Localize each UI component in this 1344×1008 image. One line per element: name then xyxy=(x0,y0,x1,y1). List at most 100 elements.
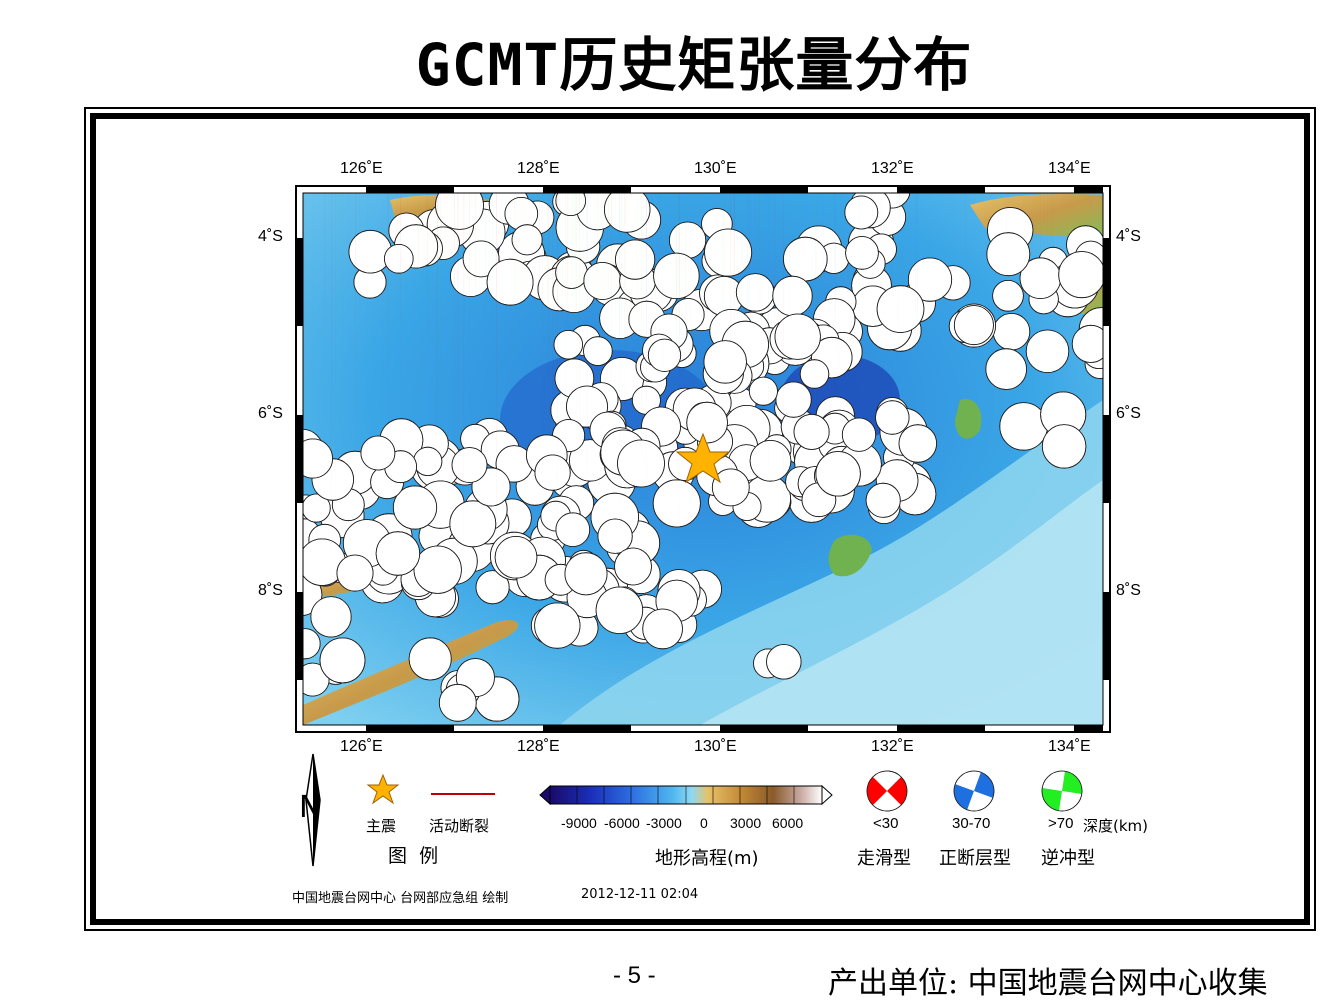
focal-mechanism-beachball xyxy=(774,193,821,360)
legend-title: 图 例 xyxy=(388,845,439,867)
map-tick-band xyxy=(296,186,1110,732)
depth-class-label: <30 xyxy=(873,815,899,832)
producer-text: 产出单位: 中国地震台网中心收集 xyxy=(828,966,1268,1001)
focal-mechanism-beachball xyxy=(953,193,994,346)
focal-mechanism-layer xyxy=(303,193,1103,722)
focal-mechanism-beachball xyxy=(435,193,484,230)
focal-mechanism-beachball xyxy=(793,193,830,450)
focal-mechanism-beachball xyxy=(303,193,321,660)
page-title: GCMT历史矩张量分布 xyxy=(415,31,973,99)
focal-mechanism-beachball xyxy=(865,193,901,518)
legend-star-icon xyxy=(366,773,400,805)
lon-tick-label: 126˚E xyxy=(340,738,383,755)
elevation-tick: 0 xyxy=(700,815,708,831)
elevation-tick: -6000 xyxy=(604,815,640,831)
focal-mechanism-beachball xyxy=(475,193,510,605)
north-arrow-icon xyxy=(305,753,321,867)
focal-mechanism-beachball xyxy=(438,193,477,722)
focal-mechanism-beachball xyxy=(408,193,452,681)
focal-mechanism-beachball xyxy=(841,193,877,452)
elevation-tick: 6000 xyxy=(772,815,804,831)
focal-mechanism-beachball xyxy=(595,193,644,634)
lat-tick-label: 8˚S xyxy=(258,582,283,599)
depth-class-label: 30-70 xyxy=(952,815,991,832)
depth-class-label: >70 xyxy=(1048,815,1074,832)
focal-mechanism-beachball xyxy=(552,193,582,217)
focal-mechanism-beachball xyxy=(534,193,571,491)
legend-normal-icon xyxy=(953,770,995,812)
legend-strike-slip-icon xyxy=(866,770,908,812)
mechanism-label-strike-slip: 走滑型 xyxy=(857,848,911,869)
focal-mechanism-beachball xyxy=(1025,193,1070,373)
focal-mechanism-beachball xyxy=(375,193,421,576)
elevation-tick: 3000 xyxy=(730,815,762,831)
legend-mechanism-icons xyxy=(866,770,1083,812)
focal-mechanism-beachball xyxy=(614,193,652,586)
focal-mechanism-beachball xyxy=(511,193,543,256)
focal-mechanism-beachball xyxy=(772,193,813,317)
focal-mechanism-beachball xyxy=(303,193,333,479)
lat-tick-label: 4˚S xyxy=(1116,228,1141,245)
focal-mechanism-beachball xyxy=(1071,193,1103,363)
focal-mechanism-beachball xyxy=(986,193,1031,277)
focal-mechanism-beachball xyxy=(876,193,925,333)
focal-mechanism-beachball xyxy=(604,193,651,233)
focal-mechanism-beachball xyxy=(494,193,538,579)
elevation-colorbar xyxy=(539,784,833,806)
lat-tick-label: 6˚S xyxy=(258,405,283,422)
lon-tick-label: 132˚E xyxy=(871,160,914,177)
credit-text: 中国地震台网中心 台网部应急组 绘制 xyxy=(292,891,509,906)
focal-mechanism-beachball xyxy=(413,193,462,594)
lon-tick-label: 130˚E xyxy=(694,160,737,177)
lon-tick-label: 134˚E xyxy=(1048,738,1091,755)
land-tanimbar xyxy=(828,534,872,577)
lon-tick-label: 128˚E xyxy=(517,160,560,177)
focal-mechanism-beachball xyxy=(703,193,747,384)
focal-mechanism-beachball xyxy=(336,193,374,592)
focal-mechanism-beachball xyxy=(844,193,879,230)
focal-mechanism-beachball xyxy=(985,193,1027,390)
focal-mechanism-beachball xyxy=(360,193,396,471)
focal-mechanism-beachball xyxy=(383,193,414,274)
focal-mechanism-beachball xyxy=(617,193,665,488)
focal-mechanism-beachball xyxy=(845,193,879,270)
focal-mechanism-beachball xyxy=(704,193,753,277)
focal-mechanism-beachball xyxy=(775,193,812,418)
focal-mechanism-beachball xyxy=(766,193,802,680)
focal-mechanism-beachball xyxy=(303,193,331,523)
focal-mechanism-beachball xyxy=(1041,193,1087,469)
focal-mechanism-beachball xyxy=(653,193,700,300)
focal-mechanism-beachball xyxy=(686,193,728,444)
focal-mechanism-beachball xyxy=(555,193,586,216)
focal-mechanism-beachball xyxy=(449,193,497,548)
focal-mechanism-beachball xyxy=(462,193,500,278)
focal-mechanism-beachball xyxy=(711,193,750,507)
focal-mechanism-beachball xyxy=(451,193,488,483)
focal-mechanism-beachball xyxy=(486,193,534,306)
focal-mechanism-beachball xyxy=(992,193,1024,312)
focal-mechanism-beachball xyxy=(647,193,682,372)
focal-mechanism-beachball xyxy=(631,193,661,415)
lat-tick-label: 6˚S xyxy=(1116,405,1141,422)
lon-tick-label: 134˚E xyxy=(1048,160,1091,177)
focal-mechanism-beachball xyxy=(553,193,584,360)
land-timor xyxy=(303,620,519,725)
focal-mechanism-beachball xyxy=(748,193,778,406)
focal-mechanism-beachball xyxy=(749,193,792,482)
lon-tick-label: 130˚E xyxy=(694,738,737,755)
focal-mechanism-beachball xyxy=(898,193,937,463)
focal-mechanism-beachball xyxy=(555,193,591,547)
fault-label: 活动断裂 xyxy=(429,817,490,835)
focal-mechanism-beachball xyxy=(534,193,581,649)
elevation-tick: -9000 xyxy=(561,815,597,831)
lon-tick-label: 128˚E xyxy=(517,738,560,755)
focal-mechanism-beachball xyxy=(652,193,701,528)
depth-unit-label: 深度(km) xyxy=(1083,817,1149,835)
focal-mechanism-beachball xyxy=(599,193,641,339)
lat-tick-label: 4˚S xyxy=(258,228,283,245)
main-shock-label: 主震 xyxy=(366,817,397,835)
lon-tick-label: 126˚E xyxy=(340,160,383,177)
focal-mechanism-beachball xyxy=(319,193,366,684)
mechanism-label-thrust: 逆冲型 xyxy=(1041,848,1095,869)
